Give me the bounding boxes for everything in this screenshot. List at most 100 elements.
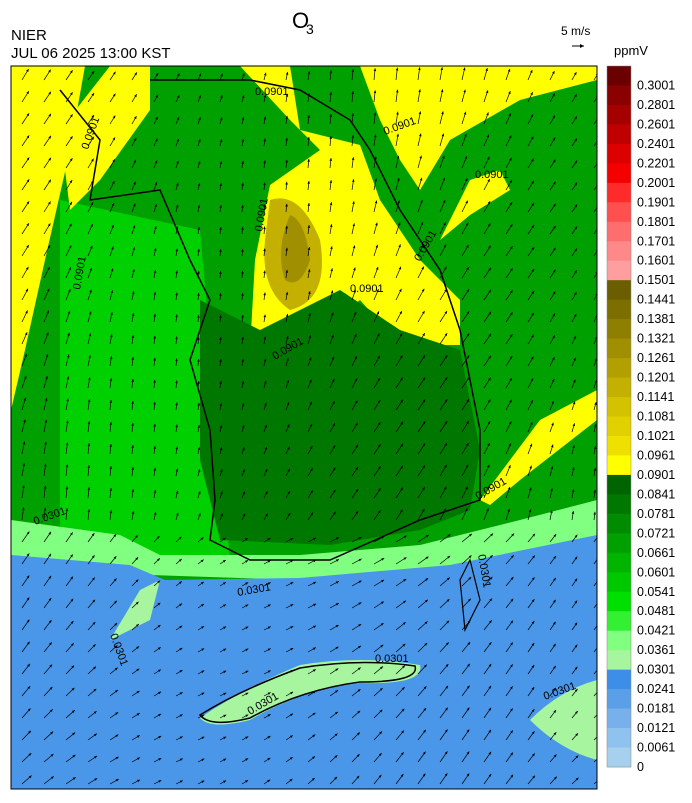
wind-arrow-head (200, 537, 204, 541)
colorbar-swatch (607, 260, 631, 281)
colorbar-label: 0.1261 (637, 351, 675, 365)
wind-arrow-head (381, 558, 385, 561)
wind-arrow-head (220, 491, 223, 495)
wind-arrow-head (353, 267, 356, 271)
wind-arrow-head (175, 358, 178, 362)
wind-arrow-head (593, 489, 597, 493)
wind-arrow-head (574, 578, 578, 582)
wind-arrow-head (223, 714, 227, 718)
colorbar-label: 0.0961 (637, 448, 675, 462)
wind-arrow-head (244, 538, 248, 541)
wind-arrow-head (424, 621, 428, 625)
wind-arrow-head (158, 758, 162, 761)
wind-arrow-head (222, 560, 226, 563)
wind-arrow-head (575, 733, 579, 737)
wind-arrow-head (157, 558, 160, 562)
wind-arrow-head (418, 67, 421, 71)
wind-arrow-head (135, 557, 139, 561)
wind-arrow-head (531, 709, 535, 713)
wind-arrow-head (153, 247, 157, 251)
wind-arrow-head (115, 689, 118, 693)
wind-arrow-head (422, 333, 425, 337)
wind-arrow-head (330, 268, 333, 272)
wind-arrow-head (488, 355, 491, 359)
wind-arrow-head (91, 70, 95, 74)
wind-arrow-head (110, 312, 113, 316)
wind-arrow-head (352, 245, 356, 249)
wind-arrow-head (131, 422, 134, 426)
wind-arrow-head (48, 113, 51, 117)
wind-arrow-head (91, 158, 94, 162)
wind-arrow-head (487, 223, 491, 227)
wind-arrow-head (397, 177, 400, 181)
wind-arrow-head (378, 774, 382, 778)
wind-arrow-head (307, 93, 311, 96)
wind-arrow-head (197, 248, 200, 252)
wind-arrow-head (399, 355, 403, 359)
wind-arrow-head (201, 648, 205, 651)
wind-arrow-head (66, 398, 69, 402)
wind-arrow-head (331, 378, 335, 382)
wind-arrow-head (111, 202, 115, 206)
wind-arrow-head (332, 445, 336, 449)
wind-arrow-head (511, 555, 514, 559)
wind-arrow-head (464, 133, 467, 137)
wind-arrow-head (574, 160, 578, 164)
colorbar-swatch (607, 630, 631, 651)
wind-arrow-head (136, 690, 140, 694)
wind-arrow-head (355, 422, 358, 426)
wind-arrow-head (109, 510, 113, 513)
wind-arrow-head (24, 375, 27, 379)
wind-arrow-head (425, 578, 429, 581)
wind-arrow-head (92, 577, 95, 581)
wind-arrow (593, 206, 597, 213)
wind-arrow-head (307, 158, 310, 162)
wind-arrow-head (594, 402, 597, 406)
wind-arrow-head (552, 115, 556, 119)
wind-arrow-head (222, 537, 226, 541)
wind-arrow-head (110, 268, 114, 272)
field-bright-green (60, 200, 230, 560)
wind-arrow-head (242, 513, 246, 517)
colorbar-swatch (607, 591, 631, 612)
wind-arrow-head (466, 399, 470, 403)
wind-arrow-head (87, 421, 91, 425)
wind-arrow-head (444, 421, 448, 425)
wind-arrow-head (465, 222, 469, 226)
wind-arrow-head (466, 729, 470, 733)
field-yellow-ne (440, 170, 510, 240)
wind-arrow-head (419, 155, 422, 159)
wind-arrow-head (395, 67, 399, 71)
wind-arrow-head (532, 753, 535, 757)
wind-arrow-head (286, 380, 289, 384)
wind-arrow-head (423, 664, 427, 668)
wind-arrow-head (48, 135, 52, 139)
wind-arrow-head (396, 111, 399, 115)
wind-arrow-head (531, 290, 535, 294)
wind-arrow-head (358, 645, 362, 649)
wind-arrow-head (94, 755, 98, 759)
wind-arrow-head (114, 600, 117, 604)
colorbar-label: 0.1141 (637, 390, 674, 404)
wind-arrow-head (263, 160, 266, 164)
wind-arrow-head (70, 114, 73, 118)
colorbar-unit: ppmV (614, 43, 648, 58)
wind-arrow-head (197, 161, 201, 165)
wind-arrow-head (201, 714, 205, 718)
wind-arrow-head (313, 581, 317, 585)
wind-arrow-head (153, 445, 156, 449)
wind-arrow-head (329, 158, 333, 161)
wind-arrow-head (309, 401, 312, 405)
wind-arrow-head (48, 157, 51, 161)
wind-arrow-head (395, 89, 399, 93)
wind-arrow-head (572, 401, 576, 405)
wind-arrow-head (597, 779, 600, 782)
wind-arrow-head (198, 95, 201, 99)
wind-arrow-head (593, 467, 597, 471)
wind-arrow-head (285, 203, 288, 207)
wind-arrow-head (197, 447, 201, 450)
wind-arrow-head (553, 665, 556, 669)
wind-arrow-head (242, 447, 245, 451)
wind-arrow-head (378, 753, 382, 756)
